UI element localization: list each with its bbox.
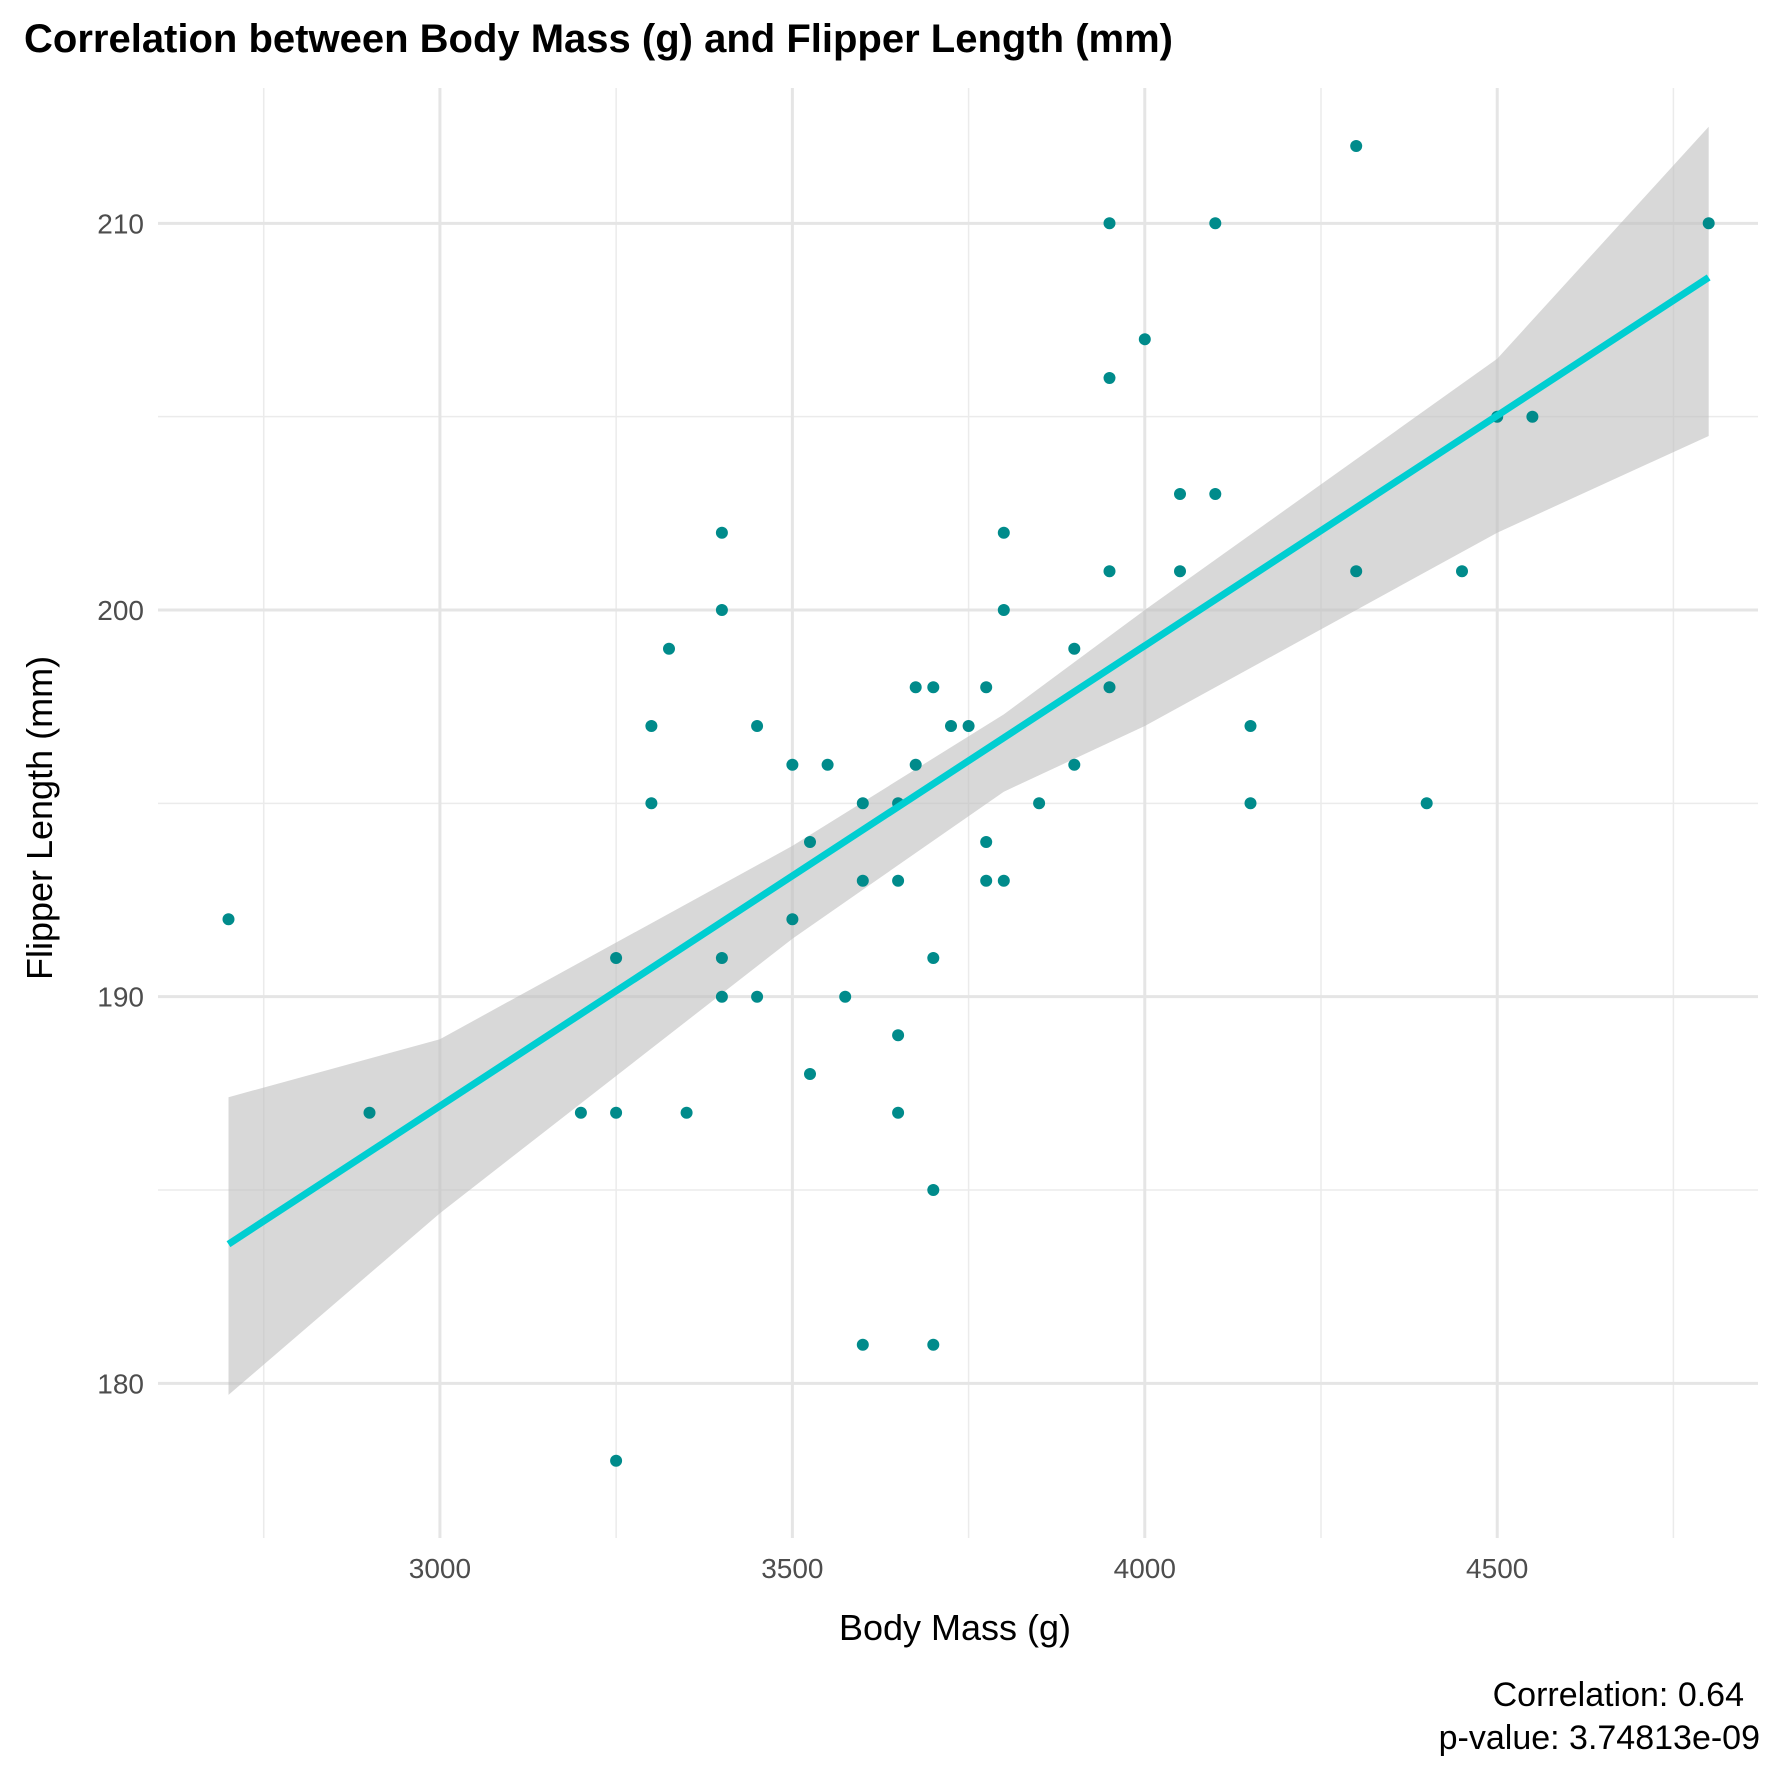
major-gridlines — [158, 88, 1758, 1538]
data-point-11 — [715, 604, 728, 616]
data-point-28 — [892, 1106, 905, 1119]
data-point-59 — [1420, 797, 1433, 810]
data-point-60 — [1456, 565, 1468, 578]
data-point-48 — [1103, 565, 1116, 578]
y-axis-title: Flipper Length (mm) — [19, 656, 60, 980]
data-point-35 — [945, 720, 957, 732]
data-point-16 — [786, 758, 799, 771]
data-point-39 — [980, 874, 993, 887]
data-point-36 — [962, 720, 975, 732]
data-point-4 — [610, 1106, 623, 1119]
data-point-47 — [1103, 372, 1116, 384]
data-point-23 — [856, 874, 869, 887]
x-tick-label-2: 4000 — [1114, 1553, 1176, 1584]
data-point-40 — [997, 526, 1010, 539]
data-point-18 — [804, 836, 816, 848]
data-point-8 — [663, 642, 675, 655]
data-point-53 — [1209, 217, 1222, 230]
data-point-62 — [1526, 410, 1539, 423]
data-point-19 — [804, 1068, 816, 1080]
data-point-45 — [1068, 758, 1081, 771]
data-point-56 — [1244, 797, 1257, 810]
x-tick-label-1: 3500 — [761, 1553, 823, 1584]
data-point-37 — [980, 681, 993, 694]
data-point-30 — [909, 758, 922, 771]
data-point-50 — [1138, 333, 1151, 346]
y-tick-label-0: 180 — [97, 1368, 144, 1399]
data-point-33 — [927, 1184, 940, 1196]
data-point-13 — [715, 990, 728, 1003]
x-axis-title: Body Mass (g) — [839, 1607, 1071, 1648]
chart-title: Correlation between Body Mass (g) and Fl… — [24, 17, 1173, 61]
data-point-24 — [856, 1338, 869, 1351]
data-point-14 — [751, 720, 764, 732]
data-point-26 — [892, 874, 905, 887]
data-point-49 — [1103, 681, 1116, 694]
data-point-7 — [645, 797, 658, 810]
p-value-caption: p-value: 3.74813e-09 — [1439, 1719, 1760, 1757]
data-point-41 — [997, 604, 1010, 616]
correlation-caption: Correlation: 0.64 — [1493, 1676, 1744, 1714]
data-point-63 — [1702, 217, 1715, 230]
x-tick-labels: 3000 3500 4000 4500 — [409, 1553, 1529, 1584]
data-point-51 — [1174, 488, 1186, 500]
data-point-21 — [839, 990, 852, 1003]
fit-line-layer — [226, 274, 1711, 1248]
data-point-20 — [821, 758, 834, 771]
data-point-55 — [1244, 720, 1257, 732]
data-point-57 — [1350, 140, 1363, 152]
data-point-31 — [927, 681, 940, 694]
data-point-1 — [363, 1106, 376, 1119]
data-point-44 — [1068, 642, 1081, 655]
data-point-9 — [680, 1106, 693, 1119]
x-tick-label-3: 4500 — [1466, 1553, 1528, 1584]
data-point-46 — [1103, 217, 1116, 230]
y-tick-label-1: 190 — [97, 982, 144, 1013]
data-point-10 — [715, 526, 728, 539]
data-point-6 — [645, 720, 658, 732]
data-point-32 — [927, 952, 940, 964]
data-point-29 — [909, 681, 922, 694]
data-point-3 — [610, 952, 623, 964]
regression-line — [226, 274, 1711, 1248]
y-tick-labels: 180 190 200 210 — [97, 208, 144, 1399]
data-point-22 — [856, 797, 869, 810]
y-tick-label-3: 210 — [97, 208, 144, 239]
data-point-17 — [786, 913, 799, 926]
data-point-15 — [751, 990, 764, 1003]
data-point-54 — [1209, 488, 1222, 500]
data-point-27 — [892, 1029, 905, 1042]
data-point-0 — [222, 913, 235, 926]
data-point-38 — [980, 836, 993, 848]
data-point-34 — [927, 1338, 940, 1351]
x-tick-label-0: 3000 — [409, 1553, 471, 1584]
data-point-58 — [1350, 565, 1363, 578]
data-point-42 — [997, 874, 1010, 887]
data-point-2 — [574, 1106, 587, 1119]
data-point-43 — [1033, 797, 1046, 810]
data-point-52 — [1174, 565, 1186, 578]
y-tick-label-2: 200 — [97, 595, 144, 626]
data-point-12 — [715, 952, 728, 964]
data-point-5 — [610, 1454, 623, 1467]
